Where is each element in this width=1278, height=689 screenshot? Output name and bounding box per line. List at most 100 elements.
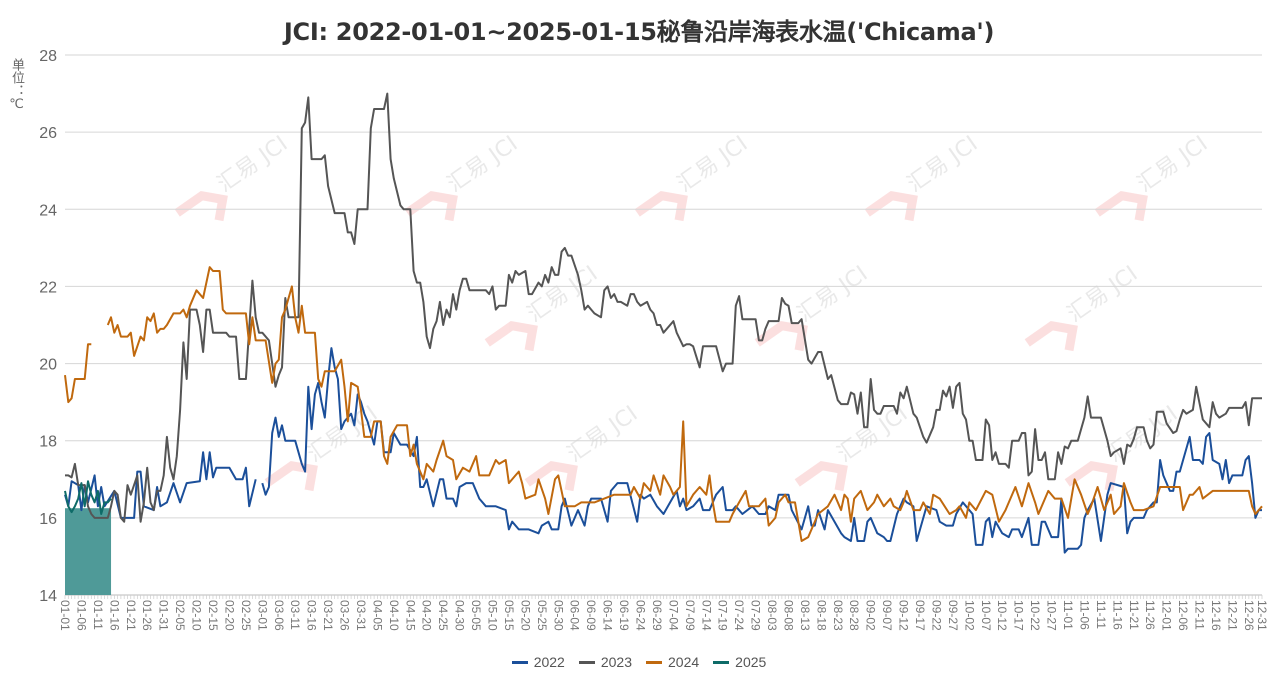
x-tick-label: 08-18 xyxy=(814,600,828,631)
legend-item-2024[interactable]: 2024 xyxy=(646,654,699,670)
x-tick-label: 01-11 xyxy=(91,600,105,630)
x-tick-label: 10-12 xyxy=(995,600,1009,631)
watermark-logo: 汇易 JCI xyxy=(1024,261,1142,352)
legend-swatch xyxy=(511,660,528,664)
legend-label: 2023 xyxy=(600,654,632,670)
legend-label: 2022 xyxy=(533,654,565,670)
x-tick-label: 06-19 xyxy=(617,600,631,631)
x-tick-label: 06-14 xyxy=(601,600,615,631)
x-tick-label: 07-19 xyxy=(716,600,730,631)
x-tick-label: 12-21 xyxy=(1225,600,1239,631)
series-line-2025 xyxy=(64,480,112,515)
watermark-mark xyxy=(484,320,538,352)
legend-item-2023[interactable]: 2023 xyxy=(578,654,632,670)
x-tick-label: 07-14 xyxy=(699,600,713,631)
x-tick-label: 02-25 xyxy=(239,600,253,631)
x-tick-label: 06-24 xyxy=(633,600,647,631)
x-tick-label: 12-11 xyxy=(1193,600,1207,630)
x-tick-label: 05-05 xyxy=(469,600,483,631)
x-tick-label: 01-16 xyxy=(107,600,121,631)
x-tick-label: 11-21 xyxy=(1127,600,1141,630)
watermark-mark xyxy=(754,320,808,352)
x-tick-label: 09-27 xyxy=(946,600,960,631)
legend-item-2022[interactable]: 2022 xyxy=(511,654,565,670)
x-tick-label: 02-10 xyxy=(190,600,204,631)
x-tick-label: 12-06 xyxy=(1176,600,1190,631)
x-tick-label: 09-02 xyxy=(864,600,878,631)
x-tick-label: 09-07 xyxy=(880,600,894,631)
watermark-logo: 汇易 JCI xyxy=(1094,131,1212,222)
x-tick-label: 10-22 xyxy=(1028,600,1042,631)
x-tick-label: 04-15 xyxy=(403,600,417,631)
x-tick-label: 03-01 xyxy=(255,600,269,631)
x-tick-label: 05-25 xyxy=(535,600,549,631)
x-tick-label: 05-15 xyxy=(502,600,516,631)
x-tick-label: 10-02 xyxy=(962,600,976,631)
watermark-text: 汇易 JCI xyxy=(213,131,292,197)
x-tick-label: 06-29 xyxy=(650,600,664,631)
x-tick-label: 04-10 xyxy=(387,600,401,631)
x-tick-label: 01-01 xyxy=(58,600,72,631)
y-tick-label: 22 xyxy=(39,279,57,296)
watermark-logo: 汇易 JCI xyxy=(864,131,982,222)
x-tick-label: 02-15 xyxy=(206,600,220,631)
x-tick-label: 03-06 xyxy=(272,600,286,631)
watermark-text: 汇易 JCI xyxy=(1103,401,1182,467)
x-tick-label: 08-23 xyxy=(831,600,845,631)
watermark-mark xyxy=(1064,460,1118,492)
watermark-logo: 汇易 JCI xyxy=(794,401,912,492)
x-tick-label: 07-24 xyxy=(732,600,746,631)
watermark-mark xyxy=(864,190,918,222)
x-tick-label: 09-12 xyxy=(897,600,911,631)
y-tick-label: 20 xyxy=(39,357,57,374)
watermark-mark xyxy=(404,190,458,222)
x-tick-label: 01-31 xyxy=(157,600,171,631)
x-tick-label: 11-06 xyxy=(1077,600,1091,630)
watermark-text: 汇易 JCI xyxy=(903,131,982,197)
x-tick-label: 08-08 xyxy=(781,600,795,631)
x-tick-label: 12-01 xyxy=(1160,600,1174,631)
x-tick-label: 11-16 xyxy=(1110,600,1124,630)
x-tick-label: 02-20 xyxy=(222,600,236,631)
x-tick-label: 12-16 xyxy=(1209,600,1223,631)
watermark-text: 汇易 JCI xyxy=(1133,131,1212,197)
watermark-logo: 汇易 JCI xyxy=(754,261,872,352)
watermark-text: 汇易 JCI xyxy=(563,401,642,467)
watermark-mark xyxy=(1024,320,1078,352)
watermark-text: 汇易 JCI xyxy=(673,131,752,197)
watermark-mark xyxy=(524,460,578,492)
x-tick-label: 11-01 xyxy=(1061,600,1075,630)
x-tick-label: 10-17 xyxy=(1012,600,1026,631)
legend-swatch xyxy=(646,660,662,664)
x-tick-label: 05-10 xyxy=(486,600,500,631)
y-tick-label: 18 xyxy=(39,434,57,451)
x-tick-label: 12-31 xyxy=(1255,600,1269,631)
legend-item-2025[interactable]: 2025 xyxy=(713,654,766,670)
x-tick-label: 03-31 xyxy=(354,600,368,631)
x-tick-label: 09-22 xyxy=(929,600,943,631)
x-tick-label: 07-29 xyxy=(749,600,763,631)
series-line-2024 xyxy=(64,266,1263,542)
watermark-mark xyxy=(794,460,848,492)
watermark-mark xyxy=(634,190,688,222)
x-tick-label: 10-27 xyxy=(1045,600,1059,631)
x-tick-label: 05-30 xyxy=(551,600,565,631)
watermark-logo: 汇易 JCI xyxy=(404,131,522,222)
watermark-text: 汇易 JCI xyxy=(443,131,522,197)
legend-swatch xyxy=(578,660,595,664)
x-tick-label: 10-07 xyxy=(979,600,993,631)
x-tick-label: 03-21 xyxy=(321,600,335,631)
x-tick-label: 01-21 xyxy=(124,600,138,631)
watermark-mark xyxy=(264,460,318,492)
x-tick-label: 04-05 xyxy=(370,600,384,631)
watermark-mark xyxy=(174,190,228,222)
x-tick-label: 04-30 xyxy=(453,600,467,631)
highlight-area-2025 xyxy=(65,508,112,595)
watermark-logo: 汇易 JCI xyxy=(634,131,752,222)
x-tick-label: 11-11 xyxy=(1094,600,1108,629)
legend: 2022 2023 2024 2025 xyxy=(0,654,1278,670)
y-axis-label: 单位：℃ xyxy=(9,58,24,112)
x-tick-label: 07-04 xyxy=(666,600,680,631)
x-tick-label: 06-04 xyxy=(568,600,582,631)
